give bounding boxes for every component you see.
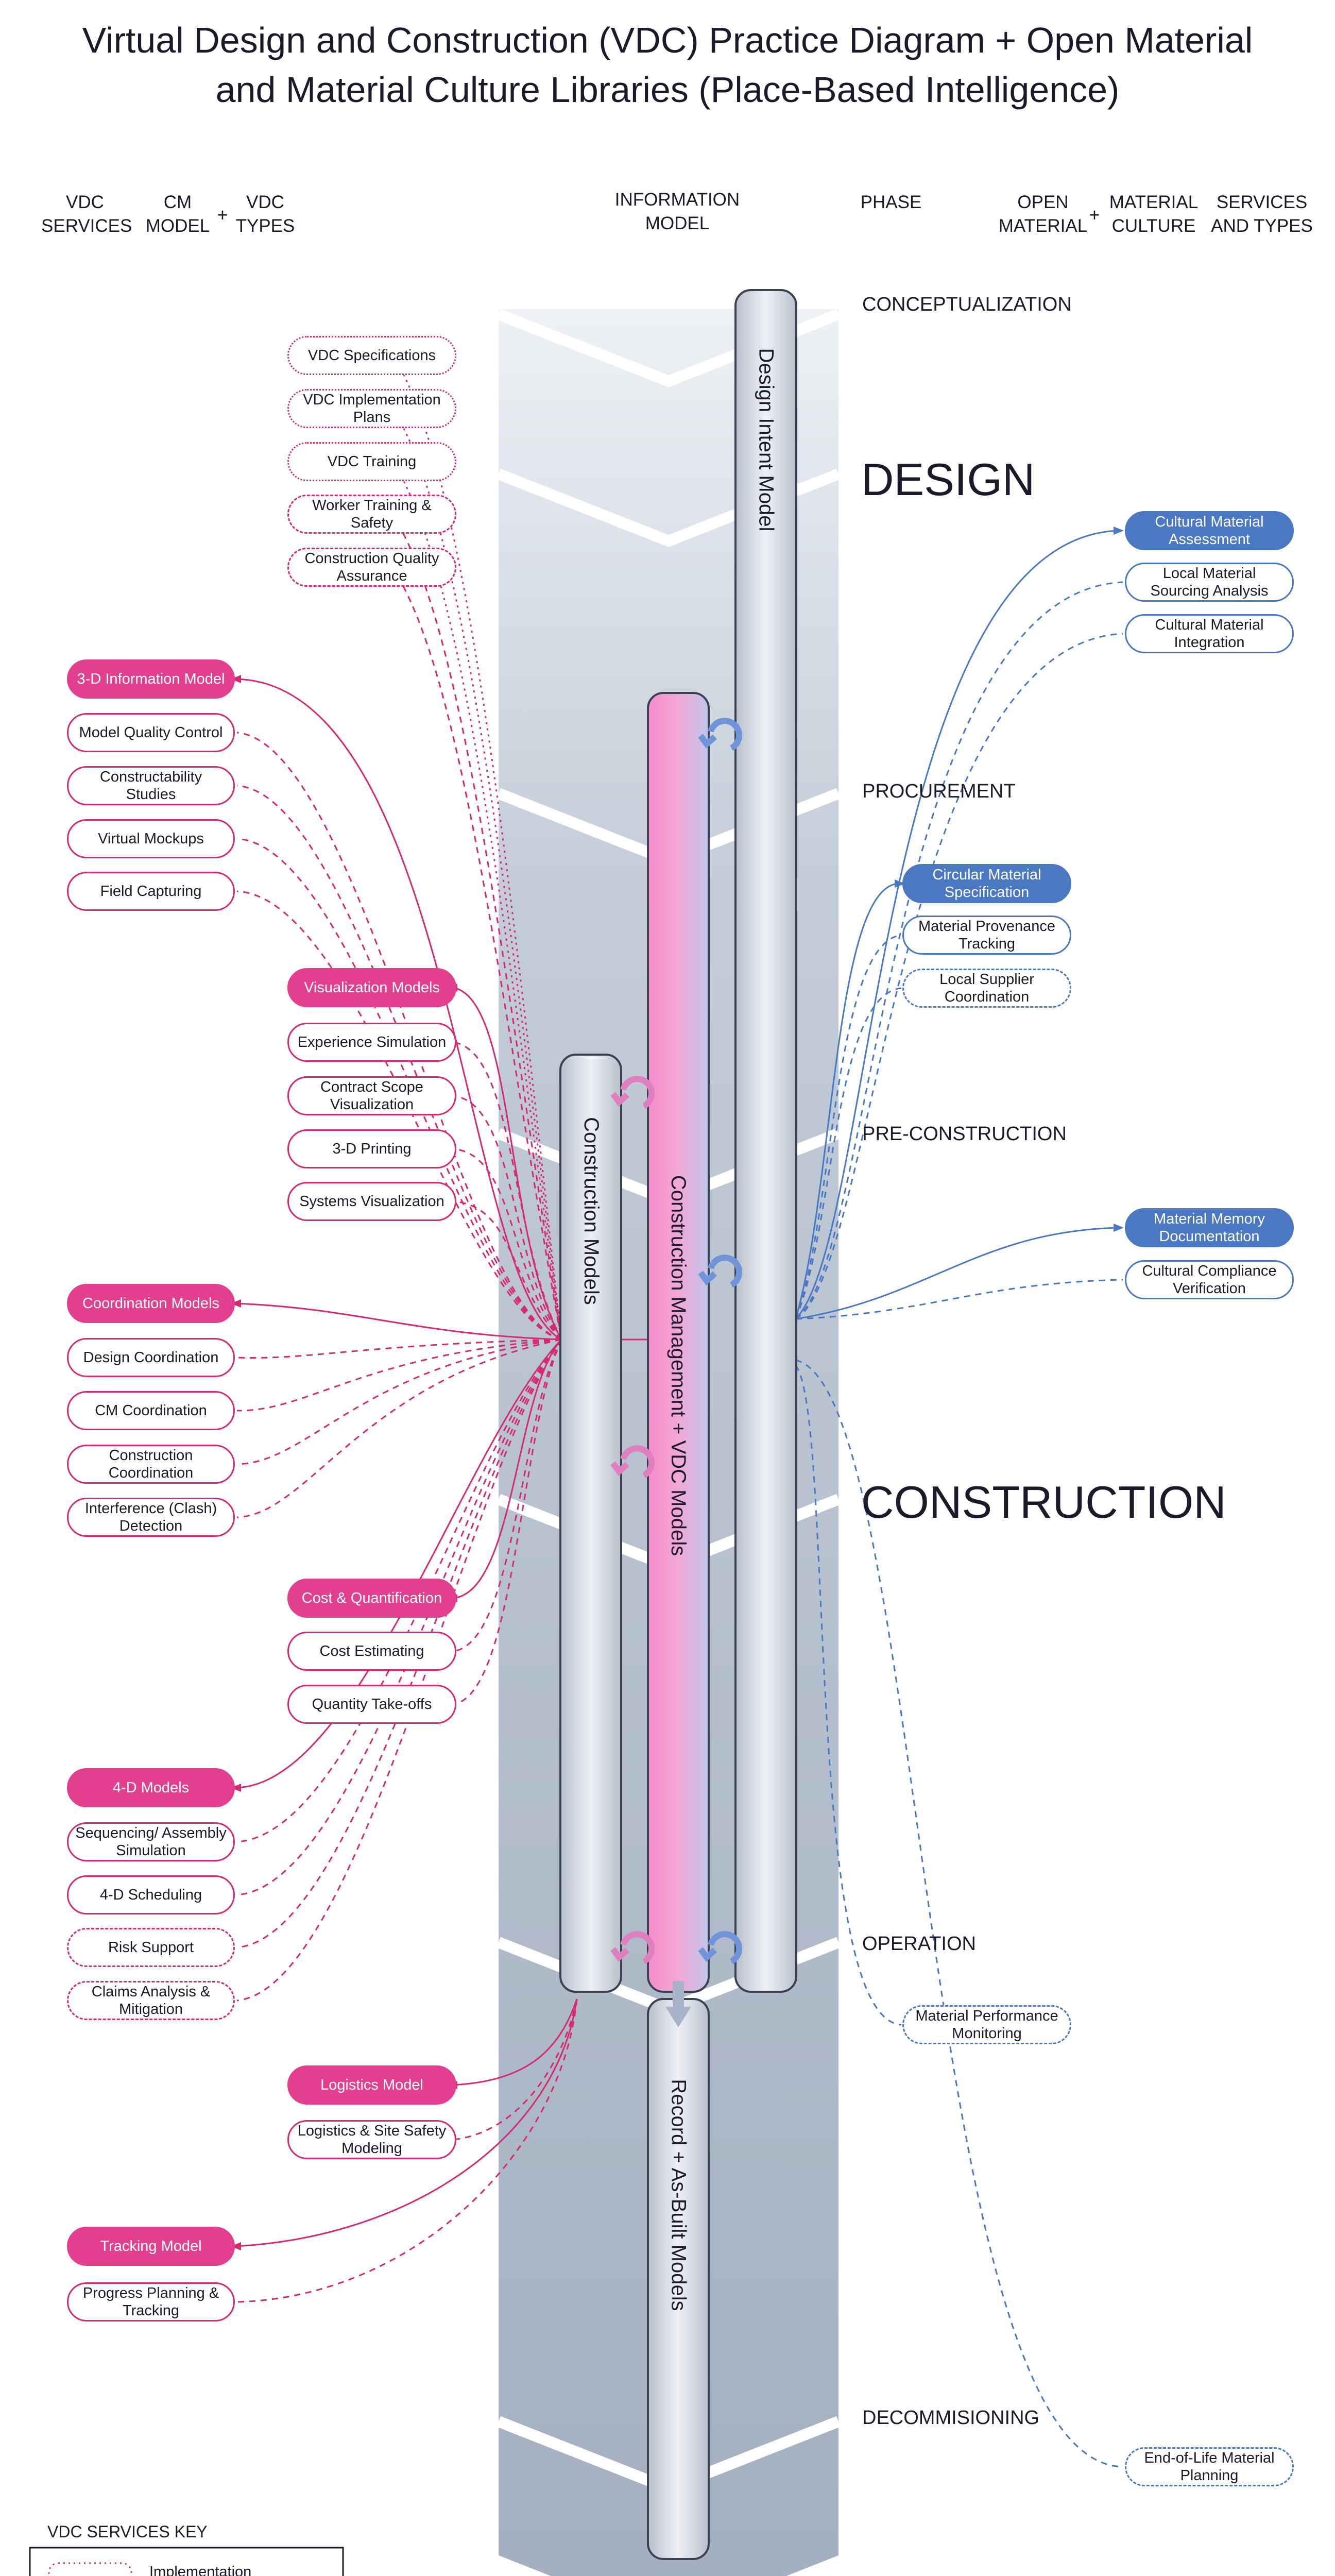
phase-procurement: PROCUREMENT (862, 781, 1016, 802)
pill-vdc-implementation-plans: VDC Implementation Plans (287, 389, 456, 428)
header-vdc-services: VDC SERVICES (41, 192, 132, 236)
header-vdc-types: VDC TYPES (235, 192, 295, 236)
material-connectors (795, 530, 1123, 2468)
pill-field-capturing: Field Capturing (67, 872, 235, 911)
phase-design: DESIGN (861, 454, 1035, 505)
pill-risk-support: Risk Support (67, 1928, 235, 1967)
pill-virtual-mockups: Virtual Mockups (67, 819, 235, 858)
pill-3d-information-model: 3-D Information Model (67, 659, 235, 699)
pill-tracking-model: Tracking Model (67, 2227, 235, 2266)
pill-model-quality-control: Model Quality Control (67, 713, 235, 752)
down-arrow-icon (665, 1981, 691, 2027)
record-as-built-label: Record + As-Built Models (648, 2050, 709, 2339)
page-title: Virtual Design and Construction (VDC) Pr… (82, 20, 1253, 110)
pill-cm-coordination: CM Coordination (67, 1391, 235, 1430)
pill-cost-estimating: Cost Estimating (287, 1632, 456, 1671)
pill-sequencing: Sequencing/ Assembly Simulation (67, 1822, 235, 1861)
key-box (29, 2547, 344, 2576)
pill-construction-coordination: Construction Coordination (67, 1445, 235, 1484)
design-intent-model-bar (734, 289, 797, 1993)
pill-experience-simulation: Experience Simulation (287, 1023, 456, 1062)
pill-quantity-takeoffs: Quantity Take-offs (287, 1685, 456, 1724)
pill-local-supplier: Local Supplier Coordination (902, 969, 1071, 1008)
pill-material-memory: Material Memory Documentation (1125, 1208, 1294, 1247)
header-open-material: OPEN MATERIAL (998, 192, 1088, 236)
pill-claims-analysis: Claims Analysis & Mitigation (67, 1981, 235, 2020)
header-material-culture: MATERIAL CULTURE (1109, 192, 1199, 236)
construction-models-text: Construction Models (579, 1116, 603, 1305)
phase-pre-construction: PRE-CONSTRUCTION (862, 1123, 1067, 1145)
phase-decommisioning: DECOMMISIONING (862, 2407, 1040, 2429)
design-intent-model-text: Design Intent Model (755, 348, 778, 531)
pill-vdc-training: VDC Training (287, 442, 456, 481)
cm-vdc-model-label: Construction Management + VDC Models (648, 1133, 709, 1597)
pill-cost-quantification: Cost & Quantification (287, 1579, 456, 1618)
pill-contract-scope: Contract Scope Visualization (287, 1076, 456, 1115)
pill-4d-models: 4-D Models (67, 1768, 235, 1807)
construction-models-bar (559, 1054, 622, 1993)
pill-design-coordination: Design Coordination (67, 1338, 235, 1377)
pill-logistics-model: Logistics Model (287, 2065, 456, 2105)
header-plus-left: + (217, 205, 228, 225)
header-information-model: INFORMATION MODEL (614, 190, 740, 233)
key-title: VDC SERVICES KEY (47, 2522, 208, 2541)
pill-construction-quality: Construction Quality Assurance (287, 548, 456, 587)
sync-icons (610, 718, 743, 1964)
pill-worker-training: Worker Training & Safety (287, 495, 456, 534)
material-arrowheads (895, 527, 1124, 1232)
phase-construction: CONSTRUCTION (861, 1477, 1226, 1528)
pill-cultural-material-integration: Cultural Material Integration (1125, 614, 1294, 653)
header-phase: PHASE (860, 192, 922, 212)
construction-models-label: Construction Models (560, 1103, 621, 1319)
record-as-built-text: Record + As-Built Models (667, 2078, 690, 2311)
header-cm-model: CM MODEL (145, 192, 210, 236)
pill-cultural-material-assessment: Cultural Material Assessment (1125, 511, 1294, 550)
phase-operation: OPERATION (862, 1933, 976, 1955)
pill-cultural-compliance: Cultural Compliance Verification (1125, 1260, 1294, 1299)
pill-local-material-sourcing: Local Material Sourcing Analysis (1125, 563, 1294, 602)
pill-constructability-studies: Constructability Studies (67, 766, 235, 805)
phase-conceptualization: CONCEPTUALIZATION (862, 294, 1072, 315)
pill-interference-detection: Interference (Clash) Detection (67, 1498, 235, 1537)
pill-end-of-life: End-of-Life Material Planning (1125, 2447, 1294, 2486)
pill-visualization-models: Visualization Models (287, 968, 456, 1007)
pill-material-performance: Material Performance Monitoring (902, 2005, 1071, 2044)
pill-logistics-safety: Logistics & Site Safety Modeling (287, 2120, 456, 2159)
pill-progress-planning: Progress Planning & Tracking (67, 2282, 235, 2321)
cm-vdc-model-text: Construction Management + VDC Models (667, 1175, 690, 1556)
pill-circular-material-spec: Circular Material Specification (902, 864, 1071, 903)
design-intent-model-label: Design Intent Model (735, 300, 796, 579)
header-plus-right: + (1089, 205, 1100, 225)
vdc-arrowheads (231, 675, 457, 2250)
header-services-and-types: SERVICES AND TYPES (1211, 192, 1313, 236)
pill-vdc-specifications: VDC Specifications (287, 336, 456, 375)
pill-4d-scheduling: 4-D Scheduling (67, 1875, 235, 1914)
key-implementation: Implementation (149, 2564, 252, 2576)
key-swatches (48, 2562, 132, 2576)
pill-material-provenance: Material Provenance Tracking (902, 916, 1071, 955)
pill-systems-visualization: Systems Visualization (287, 1182, 456, 1221)
pill-3d-printing: 3-D Printing (287, 1129, 456, 1168)
pill-coordination-models: Coordination Models (67, 1284, 235, 1323)
